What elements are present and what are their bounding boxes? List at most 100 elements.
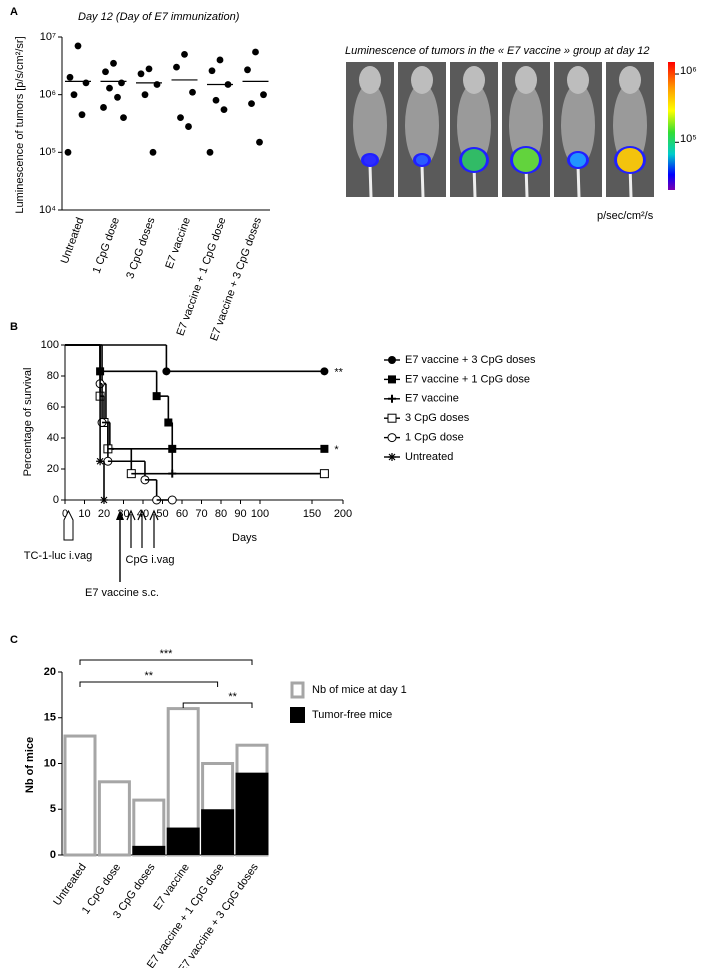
significance-bracket bbox=[182, 702, 253, 708]
y-tick-label: 100 bbox=[41, 339, 59, 351]
mouse-image bbox=[554, 62, 602, 198]
chart-title: Day 12 (Day of E7 immunization) bbox=[78, 11, 240, 23]
mouse-head bbox=[359, 66, 381, 94]
legend-marker bbox=[388, 375, 396, 384]
x-tick-label: 70 bbox=[195, 508, 207, 520]
legend-marker bbox=[388, 453, 396, 461]
mouse-head bbox=[411, 66, 433, 94]
data-point bbox=[145, 65, 153, 73]
marker bbox=[320, 444, 329, 453]
y-tick-label: 10⁴ bbox=[39, 204, 56, 216]
panel-label: C bbox=[10, 634, 18, 646]
y-tick-label: 10 bbox=[44, 757, 56, 769]
colorbar-tick-label: 10⁵ bbox=[680, 133, 697, 145]
data-point bbox=[173, 63, 180, 71]
data-point bbox=[66, 73, 74, 81]
mouse-image bbox=[606, 62, 654, 198]
tumor-signal bbox=[364, 155, 376, 165]
x-tick-label: 0 bbox=[62, 508, 68, 520]
x-tick-label: 90 bbox=[234, 508, 246, 520]
significance-bracket bbox=[79, 659, 253, 665]
colorbar-label: p/sec/cm²/s bbox=[597, 210, 654, 222]
y-tick-label: 60 bbox=[47, 401, 59, 413]
y-tick-label: 40 bbox=[47, 432, 59, 444]
significance-label: ** bbox=[228, 691, 237, 703]
tumor-signal bbox=[617, 148, 643, 172]
data-point bbox=[102, 68, 109, 76]
significance-label: * bbox=[334, 444, 339, 456]
y-axis-label: Luminescence of tumors [p/s/cm²/sr] bbox=[14, 36, 26, 213]
x-tick-label: Untreated bbox=[59, 216, 87, 266]
tumor-signal bbox=[513, 148, 539, 172]
data-point bbox=[153, 81, 161, 88]
legend-label: E7 vaccine + 1 CpG dose bbox=[405, 373, 530, 385]
mouse-body bbox=[457, 83, 491, 167]
legend-label: Untreated bbox=[405, 451, 453, 463]
x-axis-label: Days bbox=[232, 532, 258, 544]
mouse-head bbox=[567, 66, 589, 94]
tumor-signal bbox=[570, 153, 586, 167]
data-point bbox=[82, 79, 90, 87]
legend-marker bbox=[387, 433, 397, 443]
mouse-body bbox=[405, 83, 439, 167]
data-point bbox=[252, 48, 259, 56]
x-tick-label: 3 CpG doses bbox=[124, 215, 157, 280]
data-point bbox=[114, 93, 121, 101]
bar bbox=[166, 827, 200, 855]
significance-label: *** bbox=[160, 648, 174, 660]
data-point bbox=[137, 70, 145, 78]
x-tick-label: E7 vaccine bbox=[163, 216, 193, 271]
y-tick-label: 0 bbox=[53, 494, 59, 506]
mouse-tail bbox=[576, 164, 581, 198]
image-title: Luminescence of tumors in the « E7 vacci… bbox=[345, 45, 650, 57]
timeline-label: E7 vaccine s.c. bbox=[85, 587, 159, 599]
legend-marker bbox=[387, 413, 397, 423]
tumor-signal bbox=[416, 155, 428, 165]
bar bbox=[132, 845, 166, 855]
mouse-image bbox=[398, 62, 446, 198]
bar bbox=[235, 772, 269, 855]
legend-label: Nb of mice at day 1 bbox=[312, 684, 407, 696]
significance-label: ** bbox=[145, 670, 154, 682]
y-axis-label: Percentage of survival bbox=[22, 368, 34, 477]
cpg-arrow-head bbox=[149, 509, 159, 521]
y-tick-label: 20 bbox=[47, 463, 59, 475]
x-tick-label: 200 bbox=[334, 508, 352, 520]
cpg-arrow-head bbox=[137, 509, 147, 521]
y-tick-label: 10⁷ bbox=[40, 31, 56, 43]
data-point bbox=[216, 56, 224, 64]
mouse-head bbox=[619, 66, 641, 94]
y-axis-label: Nb of mice bbox=[24, 737, 36, 793]
legend-label: E7 vaccine bbox=[405, 393, 459, 405]
x-tick-label: 20 bbox=[98, 508, 110, 520]
marker bbox=[167, 495, 177, 505]
y-tick-label: 10⁶ bbox=[39, 89, 56, 101]
data-point bbox=[181, 50, 188, 58]
mouse-image bbox=[502, 62, 550, 198]
y-tick-label: 15 bbox=[44, 712, 56, 724]
x-tick-label: 1 CpG dose bbox=[91, 216, 122, 275]
panel-label: A bbox=[10, 6, 18, 18]
timeline-label: CpG i.vag bbox=[126, 554, 175, 566]
mouse-tail bbox=[368, 164, 373, 198]
mouse-body bbox=[613, 83, 647, 167]
mouse-body bbox=[561, 83, 595, 167]
legend-marker bbox=[388, 356, 396, 364]
mouse-tail bbox=[420, 164, 425, 198]
y-tick-label: 80 bbox=[47, 370, 59, 382]
colorbar bbox=[668, 62, 675, 190]
legend-marker bbox=[388, 394, 396, 403]
data-point bbox=[206, 148, 214, 156]
significance-bracket bbox=[79, 681, 219, 687]
data-point bbox=[208, 67, 216, 75]
data-point bbox=[244, 66, 251, 74]
x-tick-label: 50 bbox=[156, 508, 168, 520]
data-point bbox=[64, 148, 72, 156]
data-point bbox=[70, 91, 78, 99]
y-tick-label: 0 bbox=[50, 849, 56, 861]
legend-swatch bbox=[290, 681, 305, 699]
data-point bbox=[260, 91, 267, 99]
mouse-body bbox=[353, 83, 387, 167]
vaccine-arrow-head bbox=[116, 510, 124, 520]
y-tick-label: 20 bbox=[44, 666, 56, 678]
